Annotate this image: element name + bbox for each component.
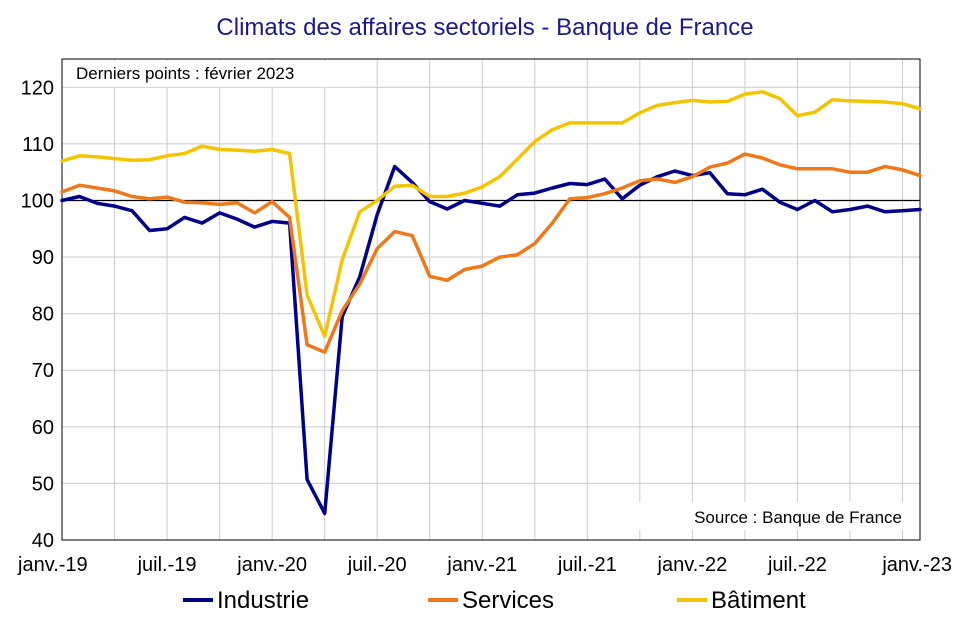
gridlines: [62, 59, 920, 541]
x-tick-label: juil.-20: [347, 554, 407, 576]
x-tick-label: janv.-21: [446, 554, 517, 576]
y-axis-ticks: 40 50 60 70 80 90 100 110 120: [21, 77, 54, 552]
plot-frame: [61, 58, 921, 541]
annotation-last-points: Derniers points : février 2023: [76, 64, 294, 83]
y-tick-label: 110: [22, 134, 54, 156]
series-line-batiment: [60, 90, 922, 339]
y-tick-label: 90: [32, 247, 54, 269]
source-note: Source : Banque de France: [694, 508, 902, 527]
y-tick-label: 60: [32, 417, 54, 439]
legend-label: Bâtiment: [711, 587, 806, 614]
x-tick-label: janv.-20: [236, 554, 307, 576]
x-tick-label: janv.-22: [657, 554, 728, 576]
x-tick-label: juil.-21: [557, 554, 617, 576]
y-tick-label: 50: [32, 473, 54, 495]
x-tick-label: juil.-19: [137, 554, 197, 576]
x-tick-label: juil.-22: [767, 554, 827, 576]
legend-label: Industrie: [217, 587, 309, 614]
legend: Industrie Services Bâtiment: [183, 587, 806, 614]
annotation-background: [70, 61, 360, 87]
y-tick-label: 100: [21, 190, 54, 212]
y-tick-label: 70: [32, 360, 54, 382]
series-line-industrie: [60, 164, 922, 516]
chart-title: Climats des affaires sectoriels - Banque…: [216, 14, 753, 41]
series-line-services: [60, 152, 922, 354]
y-tick-label: 120: [21, 77, 54, 99]
y-tick-label: 80: [32, 304, 54, 326]
legend-label: Services: [462, 587, 554, 614]
x-tick-label: janv.-19: [17, 554, 88, 576]
y-tick-label: 40: [32, 530, 54, 552]
x-tick-label: janv.-23: [881, 554, 952, 576]
source-background: [636, 502, 908, 530]
x-axis-ticks: janv.-19 juil.-19 janv.-20 juil.-20 janv.-21…: [17, 554, 952, 576]
series-layer: [60, 90, 922, 516]
